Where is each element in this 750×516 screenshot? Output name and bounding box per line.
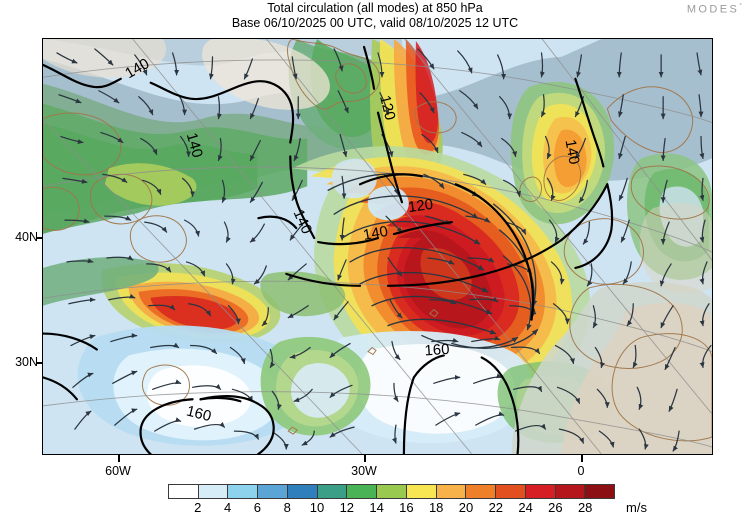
contour-label-120-b: 120	[407, 196, 434, 216]
y-tick-30n	[36, 362, 43, 364]
colorbar-tick-label: 20	[458, 500, 474, 515]
colorbar-segment	[377, 485, 407, 498]
modes-logo-text: MODES	[686, 3, 740, 16]
colorbar-tick-label: 2	[194, 500, 202, 515]
page-title: Total circulation (all modes) at 850 hPa	[267, 1, 483, 15]
colorbar-segment	[287, 485, 318, 498]
colorbar-tick-label: 12	[339, 500, 355, 515]
colorbar-segment	[436, 485, 467, 498]
colorbar-tick-label: 8	[283, 500, 291, 515]
y-axis-label-30n: 30N	[15, 355, 38, 369]
chart-title-block: Total circulation (all modes) at 850 hPa…	[0, 1, 750, 31]
colorbar-tick-label: 22	[488, 500, 504, 515]
contour-label-160-a: 160	[185, 403, 213, 426]
colorbar-tick-label: 6	[253, 500, 262, 515]
colorbar-segment	[169, 485, 199, 498]
contour-label-140-b: 140	[183, 131, 206, 160]
colorbar-segment	[228, 485, 259, 498]
x-tick-0	[581, 455, 583, 462]
height-contours	[43, 45, 614, 454]
colorbar-ticks: 2 4 6 8 10 12 14 16 18 20 22 24 26 28	[168, 500, 615, 516]
map-panel: 140 140 120 140 120 140 140 160 160	[42, 38, 713, 455]
colorbar-tick-label: 18	[428, 500, 444, 515]
colorbar-segment	[555, 485, 586, 498]
x-axis-label-30w: 30W	[351, 464, 377, 478]
colorbar-tick-label: 28	[577, 500, 593, 515]
chart-subtitle: Base 06/10/2025 00 UTC, valid 08/10/2025…	[231, 16, 519, 30]
x-tick-30w	[364, 455, 366, 462]
colorbar-unit-label: m/s	[626, 500, 647, 515]
modes-logo-mark: °	[739, 3, 742, 10]
colorbar-tick-label: 26	[548, 500, 563, 515]
colorbar-tick-label: 4	[223, 500, 232, 515]
contour-label-140-d: 140	[362, 223, 390, 244]
colorbar-segment	[198, 485, 229, 498]
colorbar-segment	[347, 485, 378, 498]
colorbar-tick-label: 24	[518, 500, 533, 515]
colorbar-tick-label: 14	[369, 500, 384, 515]
colorbar	[168, 484, 615, 499]
colorbar-segment	[496, 485, 526, 498]
colorbar-segment	[258, 485, 288, 498]
x-axis-label-0: 0	[577, 464, 585, 478]
colorbar-segment	[317, 485, 348, 498]
x-tick-60w	[118, 455, 120, 462]
graticule	[43, 39, 712, 454]
colorbar-segment	[585, 485, 615, 498]
contour-label-160-b: 160	[424, 341, 450, 360]
modes-logo: MODES°	[687, 3, 742, 16]
colorbar-segment	[406, 485, 437, 498]
map-canvas: 140 140 120 140 120 140 140 160 160	[43, 39, 712, 454]
colorbar-segment	[525, 485, 556, 498]
colorbar-tick-label: 10	[309, 500, 325, 515]
colorbar-tick-label: 16	[399, 500, 414, 515]
wind-vectors	[56, 48, 712, 452]
y-tick-40n	[36, 237, 43, 239]
contour-label-120-a: 120	[376, 94, 399, 122]
x-axis-label-60w: 60W	[105, 464, 131, 478]
y-axis-label-40n: 40N	[15, 230, 38, 244]
colorbar-segment	[466, 485, 497, 498]
contour-label-140-e: 140	[561, 138, 582, 165]
